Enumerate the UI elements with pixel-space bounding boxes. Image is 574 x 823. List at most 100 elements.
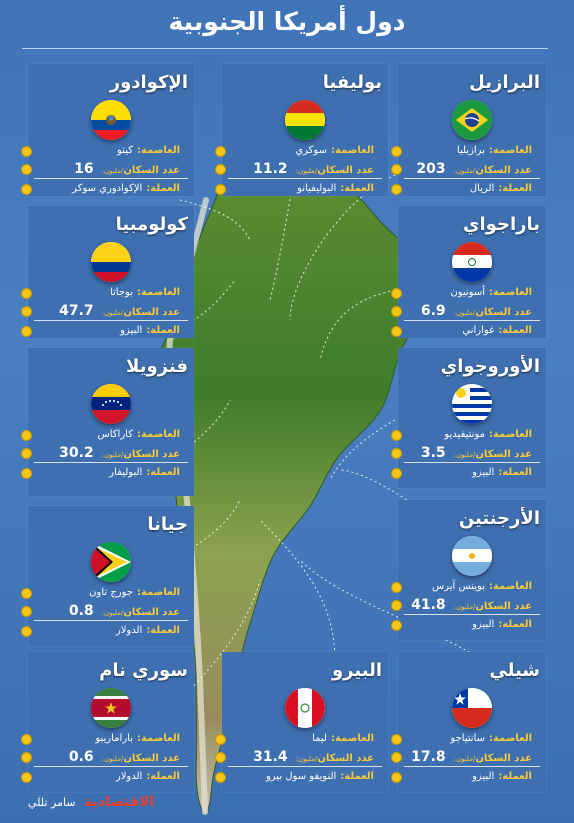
- country-flag-icon: [91, 688, 131, 728]
- capital-row: العاصمة:كاراكاس: [98, 426, 180, 444]
- capital-label: العاصمة:: [488, 287, 532, 298]
- population-unit: /مليون:: [453, 167, 476, 175]
- country-panel: الأوروجواي العاصمة:مونتيفيديو عدد السكان…: [392, 348, 546, 488]
- capital-value: ليما: [312, 733, 327, 744]
- population-underline: [34, 462, 188, 463]
- country-name: فنزويلا: [126, 356, 188, 377]
- population-underline: [34, 320, 188, 321]
- bullet-icon: [22, 735, 31, 744]
- brand-logo: الاقتصادية: [84, 794, 155, 810]
- bullet-icon: [216, 165, 225, 174]
- population-unit: /مليون:: [295, 755, 318, 763]
- capital-value: جورج تاون: [89, 587, 133, 598]
- currency-value: البوليفار: [109, 467, 143, 478]
- bullet-icon: [392, 469, 401, 478]
- country-panel: كولومبيا العاصمة:بوجاتا عدد السكان/مليون…: [22, 206, 194, 338]
- capital-value: سوكري: [295, 145, 327, 156]
- bullet-icon: [392, 185, 401, 194]
- capital-row: العاصمة:بوينس آيرس: [432, 578, 532, 596]
- capital-value: كاراكاس: [97, 429, 133, 440]
- country-panel: باراجواي العاصمة:أسونيون عدد السكان/مليو…: [392, 206, 546, 338]
- population-value: 41.8: [411, 597, 446, 613]
- bullet-icon: [22, 449, 31, 458]
- population-label: عدد السكان: [123, 165, 180, 176]
- capital-row: العاصمة:بوجاتا: [110, 284, 180, 302]
- capital-value: كيتو: [117, 145, 133, 156]
- capital-row: العاصمة:سوكري: [295, 142, 374, 160]
- capital-label: العاصمة:: [488, 429, 532, 440]
- country-name: البيرو: [331, 660, 382, 681]
- capital-row: العاصمة:ليما: [312, 730, 374, 748]
- bullet-icon: [216, 185, 225, 194]
- country-flag-icon: [91, 542, 131, 582]
- bullet-icon: [392, 431, 401, 440]
- capital-value: مونتيفيديو: [444, 429, 485, 440]
- currency-label: العملة:: [498, 467, 532, 478]
- population-label: عدد السكان: [123, 449, 180, 460]
- population-label: عدد السكان: [475, 601, 532, 612]
- capital-label: العاصمة:: [136, 733, 180, 744]
- population-row: عدد السكان/مليون: 6.9: [421, 302, 532, 320]
- population-unit: /مليون:: [453, 603, 476, 611]
- currency-row: العملة:الإكوادوري سوكر: [72, 180, 180, 198]
- capital-label: العاصمة:: [488, 145, 532, 156]
- country-name: باراجواي: [463, 214, 540, 235]
- currency-row: العملة:البوليفار: [109, 464, 180, 482]
- currency-value: الدولار: [115, 771, 143, 782]
- country-name: الإكوادور: [109, 72, 188, 93]
- bullet-icon: [392, 289, 401, 298]
- country-flag-icon: [285, 100, 325, 140]
- capital-value: بوينس آيرس: [432, 581, 485, 592]
- country-flag-icon: [91, 100, 131, 140]
- bullet-icon: [216, 735, 225, 744]
- bullet-icon: [22, 627, 31, 636]
- country-panel: الإكوادور العاصمة:كيتو عدد السكان/مليون:…: [22, 64, 194, 198]
- country-panel: البرازيل العاصمة:برازيليا عدد السكان/ملي…: [392, 64, 546, 196]
- population-value: 203: [416, 161, 446, 177]
- population-label: عدد السكان: [317, 753, 374, 764]
- currency-value: غواراني: [462, 325, 495, 336]
- currency-value: البيزو: [472, 619, 495, 630]
- population-row: عدد السكان/مليون: 203: [416, 160, 532, 178]
- population-row: عدد السكان/مليون: 17.8: [411, 748, 532, 766]
- bullet-icon: [22, 589, 31, 598]
- country-flag-icon: [452, 688, 492, 728]
- currency-value: البوليفيانو: [297, 183, 337, 194]
- capital-label: العاصمة:: [488, 581, 532, 592]
- capital-row: العاصمة:أسونيون: [450, 284, 532, 302]
- population-unit: /مليون:: [101, 167, 124, 175]
- population-value: 0.8: [68, 603, 94, 619]
- bullet-icon: [392, 753, 401, 762]
- bullet-icon: [392, 773, 401, 782]
- population-value: 47.7: [59, 303, 94, 319]
- population-row: عدد السكان/مليون: 0.8: [69, 602, 180, 620]
- currency-row: العملة:النويفو سول بيرو: [266, 768, 374, 786]
- currency-label: العملة:: [146, 625, 180, 636]
- population-value: 11.2: [253, 161, 288, 177]
- country-name: جيانا: [147, 514, 188, 535]
- currency-value: النويفو سول بيرو: [265, 771, 337, 782]
- bullet-icon: [216, 147, 225, 156]
- capital-row: العاصمة:باراماريبو: [95, 730, 180, 748]
- currency-value: البيزو: [472, 467, 495, 478]
- title-divider: [22, 48, 548, 49]
- country-panel: البيرو العاصمة:ليما عدد السكان/مليون: 31.…: [216, 652, 388, 792]
- bullet-icon: [22, 773, 31, 782]
- bullet-icon: [392, 735, 401, 744]
- population-label: عدد السكان: [475, 165, 532, 176]
- population-value: 30.2: [59, 445, 94, 461]
- currency-value: الريال: [469, 183, 495, 194]
- currency-label: العملة:: [498, 183, 532, 194]
- bullet-icon: [22, 307, 31, 316]
- population-label: عدد السكان: [475, 449, 532, 460]
- population-row: عدد السكان/مليون: 16: [74, 160, 180, 178]
- population-unit: /مليون:: [101, 309, 124, 317]
- country-flag-icon: [452, 242, 492, 282]
- capital-row: العاصمة:سانتياجو: [450, 730, 532, 748]
- currency-row: العملة:الدولار: [116, 768, 180, 786]
- country-panel: سوري نام العاصمة:باراماريبو عدد السكان/م…: [22, 652, 194, 792]
- currency-label: العملة:: [146, 183, 180, 194]
- currency-row: العملة:البوليفيانو: [297, 180, 374, 198]
- currency-label: العملة:: [498, 619, 532, 630]
